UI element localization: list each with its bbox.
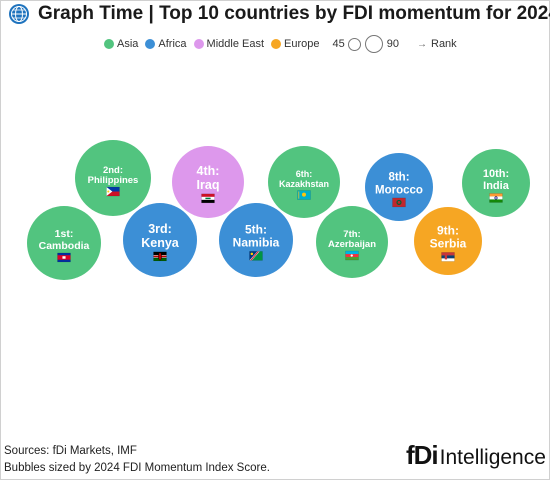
bubble-india[interactable]: 10th:India [462,149,530,217]
bubble-country-label: Philippines [88,175,139,186]
legend-item-europe[interactable]: Europe [271,38,320,50]
bubble-rank-label: 4th: [197,164,220,178]
legend-swatch-africa [145,39,156,49]
serbia-flag-icon [441,252,455,262]
legend-label-europe: Europe [284,38,320,50]
bubble-country-label: Kenya [141,236,180,250]
sources-text: Sources: fDi Markets, IMF [4,445,137,457]
bubble-country-label: Cambodia [39,240,90,252]
size-legend-small-label: 45 [332,38,345,50]
rank-legend-label: Rank [431,38,457,50]
kenya-flag-icon [153,251,167,262]
bubble-circle-cambodia [27,206,101,280]
legend-swatch-asia [104,39,114,49]
chart-header: Graph Time | Top 10 countries by FDI mom… [8,2,550,26]
bubble-circle-azerbaijan [316,206,388,278]
philippines-flag-icon [106,186,120,197]
chart-footer: Sources: fDi Markets, IMF Bubbles sized … [4,443,270,477]
bubble-namibia[interactable]: 5th:Namibia [219,203,293,277]
bubble-rank-label: 1st: [55,228,74,240]
bubble-cambodia[interactable]: 1st:Cambodia [27,206,101,280]
bubble-circle-morocco [365,153,433,221]
bubble-country-label: Iraq [197,178,220,192]
legend-label-middle-east: Middle East [206,38,265,50]
bubble-morocco[interactable]: 8th:Morocco [365,153,433,221]
bubble-country-label: Azerbaijan [328,239,376,250]
bubble-rank-label: 10th: [483,168,509,180]
size-legend-small-circle [347,37,361,51]
azerbaijan-flag-icon [345,250,359,261]
globe-icon [9,4,29,24]
bubble-iraq[interactable]: 4th:Iraq [172,146,244,218]
bubble-serbia[interactable]: 9th:Serbia [414,207,482,275]
size-legend: 45 90 [332,35,399,53]
bubble-circle-namibia [219,203,293,277]
bubble-country-label: Serbia [430,237,467,251]
iraq-flag-icon [201,193,215,204]
bubble-rank-label: 9th: [437,223,459,237]
brand-mark: fDi [406,440,439,470]
bubble-country-label: Kazakhstan [279,179,329,189]
bubble-circle-philippines [75,140,151,216]
india-flag-icon [489,193,503,203]
bubble-country-label: Namibia [233,236,280,250]
bubble-philippines[interactable]: 2nd:Philippines [75,140,151,216]
bubble-country-label: India [483,180,510,192]
legend-item-africa[interactable]: Africa [145,38,187,50]
bubble-circle-serbia [414,207,482,275]
namibia-flag-icon [249,251,263,261]
kazakhstan-flag-icon [297,190,311,200]
note-text: Bubbles sized by 2024 FDI Momentum Index… [4,462,270,474]
legend-swatch-middle-east [193,39,204,49]
bubble-kazakhstan[interactable]: 6th:Kazakhstan [268,146,340,218]
chart-legend: Asia Africa Middle East Europe 45 90 → R… [104,35,457,53]
bubble-kenya[interactable]: 3rd:Kenya [123,203,197,277]
legend-item-asia[interactable]: Asia [104,38,138,50]
bubble-rank-label: 6th: [296,169,313,179]
arrow-right-icon: → [417,38,427,50]
bubble-rank-label: 8th: [388,172,409,184]
bubble-circle-kazakhstan [268,146,340,218]
bubble-circle-iraq [172,146,244,218]
bubble-rank-label: 7th: [343,229,360,240]
cambodia-flag-icon [57,252,71,263]
legend-label-asia: Asia [117,38,139,50]
bubble-circle-kenya [123,203,197,277]
bubble-circle-india [462,149,530,217]
bubble-rank-label: 2nd: [103,165,123,176]
bubble-azerbaijan[interactable]: 7th:Azerbaijan [316,206,388,278]
bubble-rank-label: 3rd: [148,222,172,236]
morocco-flag-icon [392,197,406,208]
size-legend-large-label: 90 [386,38,399,50]
legend-swatch-europe [271,39,282,49]
legend-item-middle-east[interactable]: Middle East [193,38,265,50]
size-legend-large-circle [364,35,383,53]
brand-word: Intelligence [439,446,546,469]
legend-label-africa: Africa [158,38,187,50]
rank-legend: → Rank [417,38,457,50]
bubble-rank-label: 5th: [245,222,267,236]
brand-logo: fDi Intelligence [406,440,546,471]
chart-title: Graph Time | Top 10 countries by FDI mom… [38,3,550,24]
bubble-country-label: Morocco [375,184,423,196]
